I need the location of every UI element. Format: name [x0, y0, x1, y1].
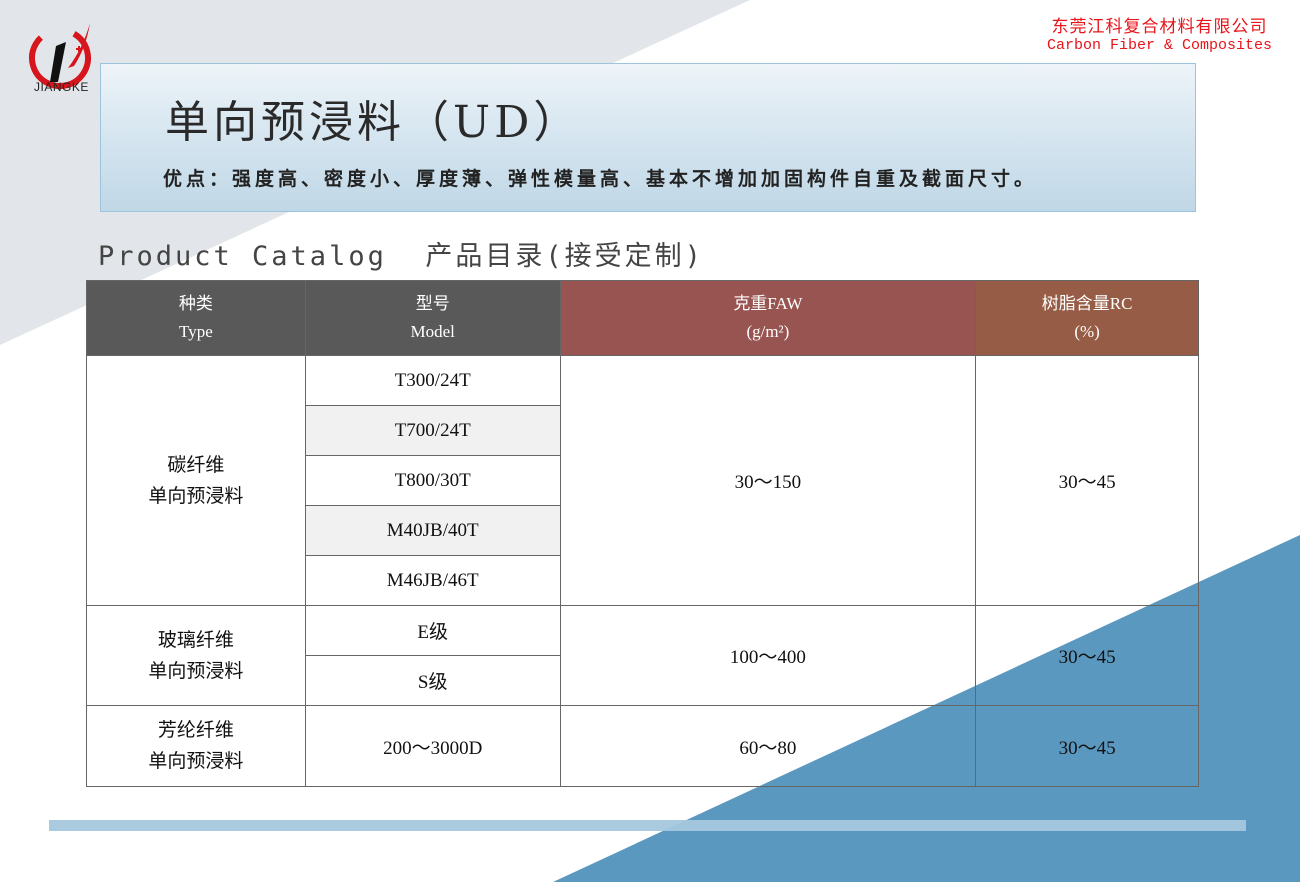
faw-cell: 100～400	[559, 605, 977, 706]
model-cell: M40JB/40T	[304, 505, 561, 556]
company-name-en: Carbon Fiber & Composites	[1046, 37, 1272, 54]
page-title: 单向预浸料（UD）	[165, 97, 582, 148]
table-row: T700/24T	[87, 405, 1199, 456]
model-cell: T800/30T	[304, 455, 561, 506]
type-line1: 芳纶纤维	[157, 720, 234, 741]
rc-cell: 30～45	[975, 705, 1199, 787]
rc-cell: 30～45	[975, 355, 1199, 606]
company-name: 东莞江科复合材料有限公司 Carbon Fiber & Composites	[1047, 20, 1272, 54]
header-faw-cn: 克重FAW	[733, 294, 803, 313]
header-rc-unit: (%)	[1074, 322, 1100, 341]
header-model-cn: 型号	[415, 294, 450, 313]
jiangke-logo-icon	[28, 23, 91, 89]
model-cell: M46JB/46T	[304, 555, 561, 606]
advantages-text: 优点：强度高、密度小、厚度薄、弹性模量高、基本不增加加固构件自重及截面尺寸。	[163, 168, 1038, 190]
type-line2: 单向预浸料	[148, 751, 244, 772]
faw-cell: 30～150	[559, 355, 977, 606]
header-type-cn: 种类	[178, 294, 213, 313]
header-type-en: Type	[179, 322, 213, 341]
table-row: 玻璃纤维单向预浸料 E级 100～400 30～45	[86, 605, 1199, 706]
type-cell-aramid: 芳纶纤维 单向预浸料	[86, 705, 306, 787]
company-name-cn: 东莞江科复合材料有限公司	[1051, 19, 1268, 38]
header-rc: 树脂含量RC (%)	[975, 280, 1199, 356]
type-line1: 碳纤维	[167, 454, 225, 476]
header-faw-unit: (g/m²)	[746, 322, 790, 341]
model-cell: 200～3000D	[304, 705, 561, 787]
model-cell: E级	[304, 605, 561, 656]
table-row: S级	[87, 655, 1199, 706]
type-cell-carbon: 碳纤维 单向预浸料	[86, 355, 306, 606]
table-row: 芳纶纤维单向预浸料 200～3000D 60～80 30～45	[86, 705, 1199, 787]
table-row: 碳纤维单向预浸料 T300/24T 30～150 30～45	[86, 355, 1199, 606]
table-row: M40JB/40T	[87, 505, 1199, 556]
catalog-heading: Product Catalog 产品目录(接受定制)	[98, 241, 704, 272]
title-banner: 单向预浸料（UD） 优点：强度高、密度小、厚度薄、弹性模量高、基本不增加加固构件…	[100, 63, 1196, 212]
logo-text: JIANGKE	[34, 80, 89, 94]
header-type: 种类 Type	[86, 280, 306, 356]
header-rc-cn: 树脂含量RC	[1041, 294, 1133, 313]
type-cell-glass: 玻璃纤维 单向预浸料	[86, 605, 306, 706]
header-model: 型号 Model	[304, 280, 561, 356]
rc-cell: 30～45	[975, 605, 1199, 706]
header-model-en: Model	[410, 322, 455, 341]
model-cell: T700/24T	[304, 405, 561, 456]
type-line2: 单向预浸料	[148, 485, 244, 507]
model-cell: T300/24T	[304, 355, 561, 406]
model-cell: S级	[304, 655, 561, 706]
header-faw: 克重FAW (g/m²)	[559, 280, 977, 356]
table-header-row: 种类 Type 型号 Model 克重FAW (g/m²) 树脂含量RC (%)	[86, 280, 1199, 356]
table-row: T800/30T	[87, 455, 1199, 506]
type-line1: 玻璃纤维	[157, 629, 234, 651]
faw-cell: 60～80	[559, 705, 977, 787]
type-line2: 单向预浸料	[148, 660, 244, 682]
product-table: 种类 Type 型号 Model 克重FAW (g/m²) 树脂含量RC (%) 碳纤维…	[86, 280, 1199, 787]
footer-bar	[49, 820, 1246, 831]
